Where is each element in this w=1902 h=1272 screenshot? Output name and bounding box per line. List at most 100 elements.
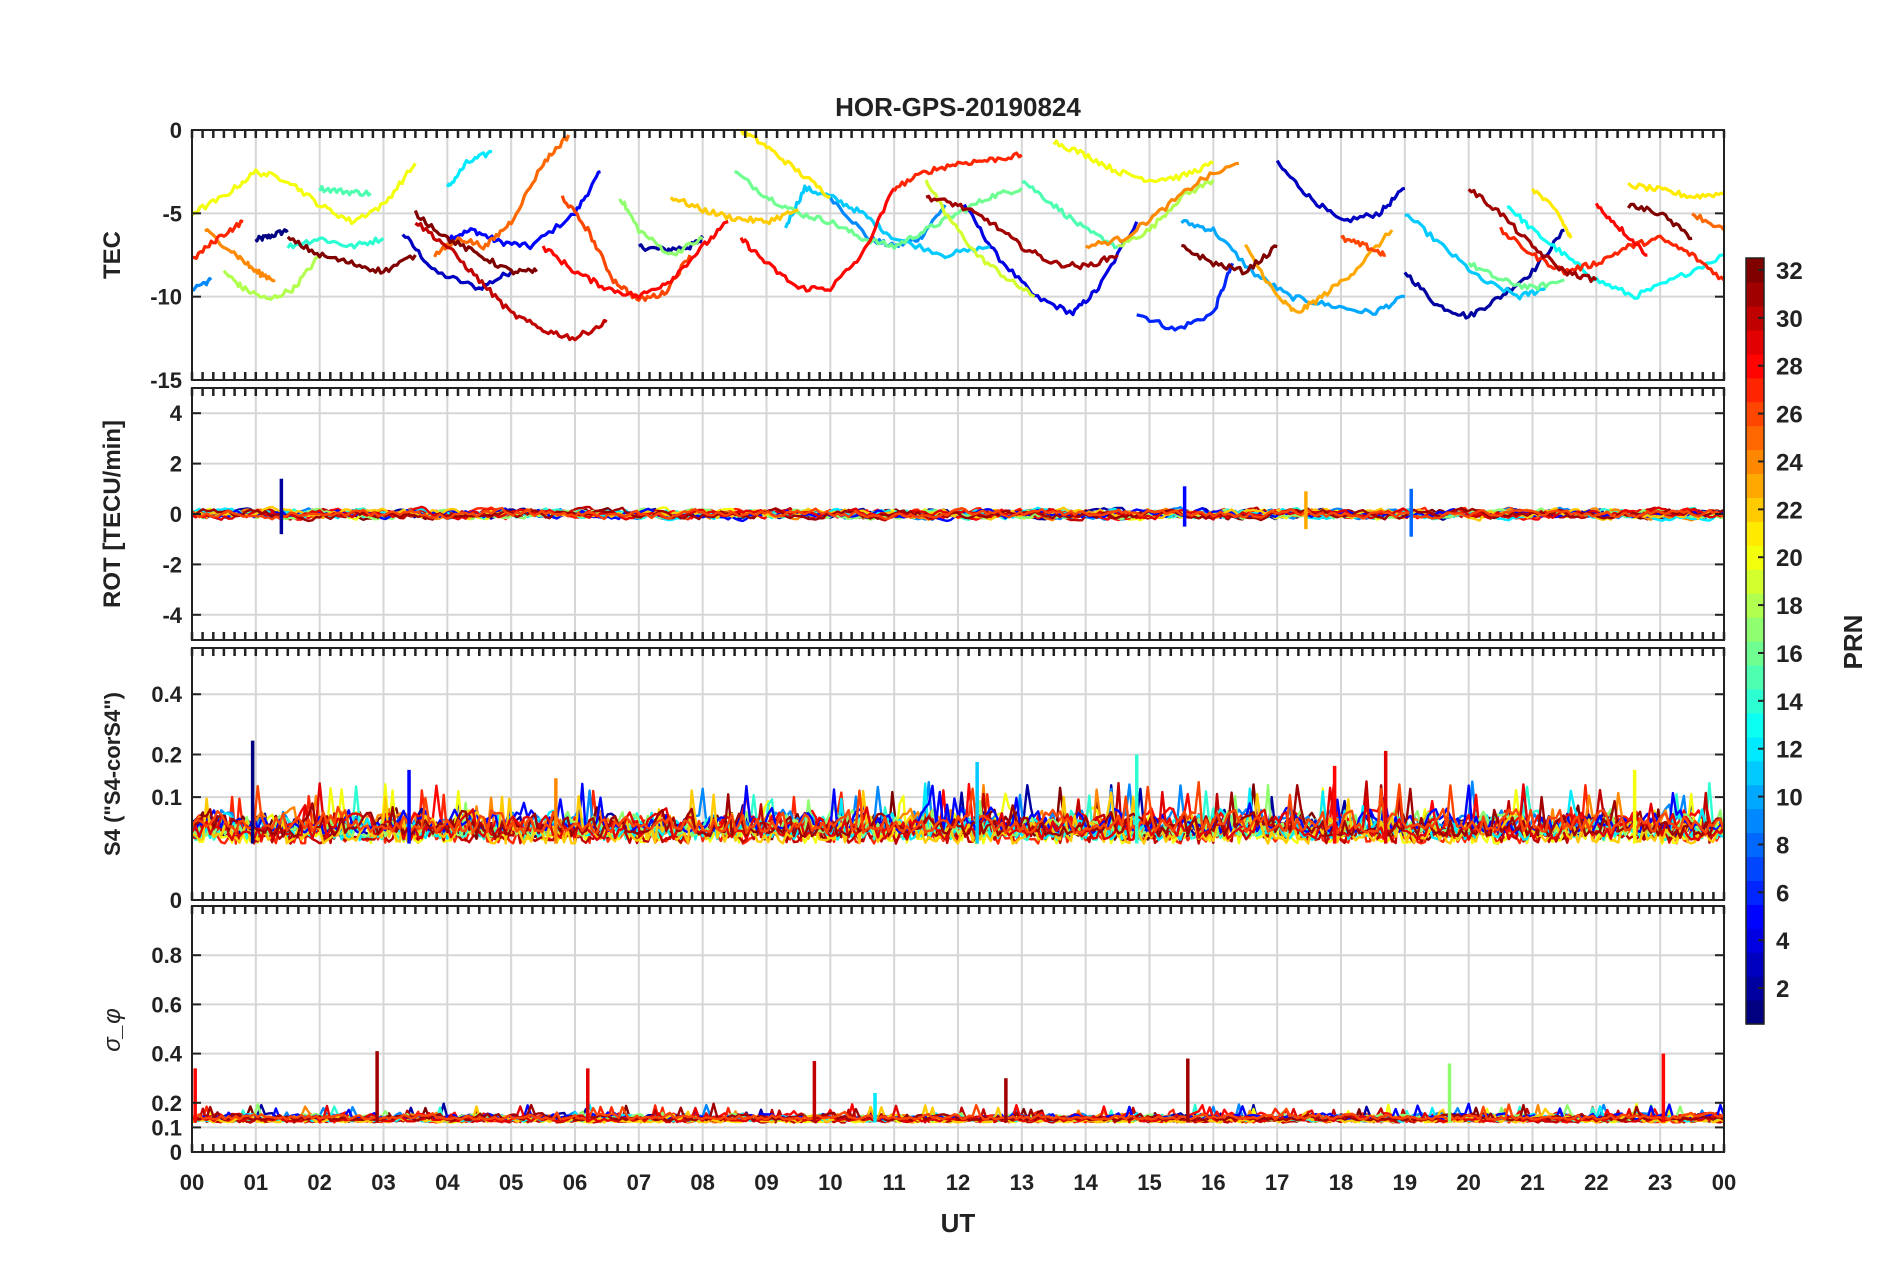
x-tick-label: 20: [1456, 1170, 1480, 1195]
colorbar-swatch-prn-23: [1746, 473, 1764, 498]
tec-series-prn-32: [1181, 243, 1278, 276]
panel-sig-minor-ticks: [190, 906, 1726, 1152]
x-tick-label: 09: [754, 1170, 778, 1195]
panel-s4: 0.4 0.2 0.1 0 S4 ("S4-corS4"): [100, 647, 1726, 913]
x-tick-label: 10: [818, 1170, 842, 1195]
y-tick-label: 0: [170, 118, 182, 143]
colorbar-tick-label: 22: [1776, 497, 1803, 524]
tec-series-prn-10: [1180, 219, 1406, 316]
y-tick-label: -4: [162, 603, 182, 628]
x-tick-label: 04: [435, 1170, 460, 1195]
x-tick-label: 15: [1137, 1170, 1161, 1195]
panel-tec: 0 -5 -10 -15 TEC: [99, 118, 1726, 393]
colorbar-frame: [1745, 257, 1765, 1025]
colorbar-swatch-prn-19: [1746, 569, 1764, 594]
tec-series-prn-26: [1340, 234, 1386, 257]
x-tick-label: 19: [1393, 1170, 1417, 1195]
panel-sig-ylabel: σ_φ: [99, 1008, 126, 1051]
panel-rot-minor-ticks: [190, 388, 1726, 640]
tec-series-prn-18: [1117, 179, 1215, 248]
panel-sig-grid: [192, 906, 1724, 1152]
tec-series-prn-3: [1275, 159, 1406, 224]
colorbar-tick-label: 2: [1776, 976, 1789, 1003]
panel-tec-y-ticks: 0 -5 -10 -15: [150, 118, 1724, 393]
tec-series-prn-27: [1499, 226, 1724, 282]
tec-series-prn-32: [286, 235, 417, 275]
s4-series-prn-31: [192, 784, 1724, 838]
colorbar-swatch-prn-10: [1746, 784, 1764, 810]
y-tick-label: 0.6: [151, 992, 182, 1017]
x-tick-label: 06: [563, 1170, 587, 1195]
x-tick-label: 17: [1265, 1170, 1289, 1195]
x-tick-label: 22: [1584, 1170, 1608, 1195]
colorbar-swatch-prn-25: [1746, 425, 1764, 451]
colorbar-swatch-prn-29: [1746, 329, 1764, 355]
tec-series-prn-22: [669, 196, 799, 226]
x-tick-label: 14: [1073, 1170, 1098, 1195]
y-tick-label: 0.4: [151, 1042, 182, 1067]
x-tick-label: 02: [307, 1170, 331, 1195]
tec-series-prn-31: [1467, 188, 1598, 283]
colorbar-tick-label: 30: [1776, 306, 1803, 333]
colorbar-swatch-prn-7: [1746, 856, 1764, 881]
y-tick-label: -2: [162, 552, 182, 577]
tec-series-prn-28: [541, 220, 729, 300]
colorbar-swatch-prn-13: [1746, 712, 1764, 738]
colorbar-tick-label: 18: [1776, 593, 1803, 620]
colorbar-swatch-prn-5: [1746, 904, 1764, 929]
minor-tick-marks: [190, 388, 1726, 640]
y-tick-label: 0.2: [151, 743, 182, 768]
tec-series-prn-5: [447, 170, 601, 251]
x-tick-label: 11: [883, 1170, 906, 1195]
panel-rot-y-ticks: 4 2 0 -2 -4: [162, 401, 1724, 628]
x-tick-label: 18: [1329, 1170, 1353, 1195]
s4-series-prn-26: [192, 780, 1724, 835]
tec-series-prn-18: [222, 253, 321, 301]
tec-series-prn-11: [1404, 213, 1547, 301]
tec-series-prn-16: [733, 169, 1023, 250]
tec-series-prn-12: [445, 149, 493, 188]
tec-series-prn-4: [962, 203, 1139, 317]
tec-series-prn-1: [254, 228, 289, 243]
panel-s4-minor-ticks: [190, 648, 1726, 900]
colorbar-swatch-prn-28: [1746, 353, 1764, 379]
tec-series-prn-2: [637, 235, 704, 254]
tec-series-prn-20: [1052, 139, 1214, 184]
colorbar-swatch-prn-26: [1746, 401, 1764, 427]
tec-series-prn-20: [192, 162, 417, 226]
colorbar-tick-label: 24: [1776, 449, 1803, 476]
x-tick-label: 23: [1648, 1170, 1672, 1195]
y-tick-label: 0.4: [151, 682, 182, 707]
colorbar-swatch-prn-11: [1746, 760, 1764, 786]
colorbar-swatch-prn-18: [1746, 593, 1764, 618]
tec-series-prn-27: [192, 219, 244, 260]
y-tick-label: 0.1: [151, 785, 182, 810]
tec-series-prn-24: [1085, 161, 1240, 249]
x-tick-label: 07: [627, 1170, 651, 1195]
tec-series-prn-31: [925, 194, 1119, 271]
colorbar-tick-label: 26: [1776, 402, 1803, 429]
x-tick-label: 00: [1712, 1170, 1736, 1195]
tec-series-prn-28: [739, 187, 896, 293]
x-tick-label: 01: [244, 1170, 268, 1195]
x-tick-labels: 00 01 02 03 04 05 06 07 08 09 10 11 12 13 14 15 16 17 18 19…: [180, 1170, 1736, 1195]
y-tick-label: 2: [170, 452, 182, 477]
panel-tec-ylabel: TEC: [99, 231, 126, 279]
colorbar-swatch-prn-24: [1746, 449, 1764, 475]
tec-series-prn-24: [204, 228, 276, 283]
tec-series-prn-15: [1021, 180, 1119, 250]
tec-series-prn-28: [1594, 202, 1648, 257]
colorbar-swatch-prn-21: [1746, 521, 1764, 546]
colorbar-swatch-prn-20: [1746, 545, 1764, 570]
colorbar-tick-label: 28: [1776, 354, 1803, 381]
sig-series-prn-26: [192, 1103, 1724, 1121]
x-tick-label: 13: [1010, 1170, 1034, 1195]
colorbar-swatch-prn-17: [1746, 617, 1764, 642]
tec-series-prn-16: [1467, 261, 1565, 292]
y-tick-label: -15: [150, 368, 182, 393]
colorbar-swatch-prn-31: [1746, 281, 1764, 307]
colorbar-tick-label: 8: [1776, 832, 1789, 859]
x-tick-label: 03: [371, 1170, 395, 1195]
colorbar-tick-label: 4: [1776, 928, 1790, 955]
